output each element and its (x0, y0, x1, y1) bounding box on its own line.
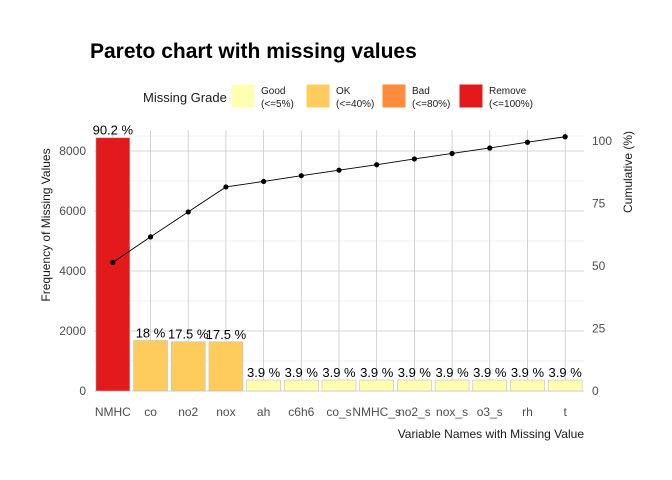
bar-t (547, 379, 583, 392)
x-tick-label-t: t (563, 405, 567, 419)
bar-label-no2: 17.5 % (168, 327, 209, 342)
bar-label-o3_s: 3.9 % (473, 365, 507, 380)
legend-swatch-bad (381, 83, 407, 109)
bar-label-co: 18 % (136, 326, 166, 341)
bar-labels: 90.2 %18 % 17.5 %17.5 %3.9 % 3.9 % 3.9 % 3.9… (93, 123, 583, 380)
x-tick-label-NMHC: NMHC (95, 405, 131, 419)
bar-label-t: 3.9 % (549, 365, 583, 380)
y-axis-right: 0 25 50 75 100 (592, 134, 612, 398)
x-tick-label-nox_s: nox_s (436, 405, 468, 419)
x-tick-label-nox: nox (216, 405, 235, 419)
x-tick-label-c6h6: c6h6 (288, 405, 314, 419)
y2-tick-label: 50 (592, 259, 606, 273)
x-tick-label-o3_s: o3_s (477, 405, 503, 419)
cumulative-point-nox (223, 184, 229, 190)
y-axis-left: 0 2000 4000 6000 8000 (59, 144, 86, 398)
legend-label-bad: Bad (412, 86, 430, 97)
x-tick-label-no2: no2 (178, 405, 198, 419)
legend: Missing Grade Good (<=5%) OK (<=40%) Bad (<=8… (143, 83, 533, 110)
y-tick-label: 2000 (59, 324, 86, 338)
cumulative-point-no2 (185, 209, 191, 215)
bar-co_s (321, 379, 357, 392)
legend-swatch-ok (305, 83, 331, 109)
y-tick-label: 6000 (59, 204, 86, 218)
x-tick-label-rh: rh (522, 405, 533, 419)
legend-range-bad: (<=80%) (412, 99, 450, 110)
cumulative-point-NMHC_s (374, 162, 380, 168)
bar-o3_s (472, 379, 508, 392)
bar-label-NMHC: 90.2 % (93, 123, 134, 138)
y-tick-label: 0 (79, 384, 86, 398)
legend-title: Missing Grade (143, 90, 227, 105)
bar-nox (208, 341, 244, 392)
bar-rh (510, 379, 545, 392)
bar-c6h6 (284, 379, 319, 392)
x-tick-label-no2_s: no2_s (398, 405, 431, 419)
bar-no2_s (397, 379, 432, 392)
y2-tick-label: 75 (592, 197, 606, 211)
bar-label-NMHC_s: 3.9 % (360, 365, 394, 380)
chart-title: Pareto chart with missing values (90, 40, 417, 63)
y2-tick-label: 0 (592, 384, 599, 398)
cumulative-point-co (147, 234, 154, 240)
legend-range-remove: (<=100%) (489, 99, 533, 110)
bar-label-rh: 3.9 % (511, 365, 545, 380)
cumulative-point-co_s (336, 167, 342, 173)
legend-label-remove: Remove (489, 86, 527, 97)
x-tick-label-NMHC_s: NMHC_s (352, 405, 401, 419)
y2-tick-label: 25 (592, 322, 606, 336)
cumulative-point-c6h6 (298, 173, 304, 179)
bar-label-nox_s: 3.9 % (435, 365, 469, 380)
legend-range-good: (<=5%) (261, 99, 294, 110)
legend-label-ok: OK (336, 86, 351, 97)
y-tick-label: 8000 (59, 144, 86, 158)
bar-co (133, 340, 168, 392)
cumulative-point-rh (524, 139, 531, 145)
y2-tick-label: 100 (592, 134, 612, 148)
cumulative-point-t (562, 134, 568, 140)
cumulative-line (110, 134, 568, 265)
bar-label-nox: 17.5 % (206, 327, 247, 342)
legend-range-ok: (<=40%) (336, 99, 374, 110)
cumulative-point-nox_s (449, 150, 455, 157)
bar-label-ah: 3.9 % (247, 365, 281, 380)
x-axis-title: Variable Names with Missing Value (398, 427, 585, 441)
y-tick-label: 4000 (59, 264, 86, 278)
x-tick-label-co_s: co_s (326, 405, 351, 419)
bar-label-co_s: 3.9 % (322, 365, 356, 380)
bar-no2 (170, 341, 206, 392)
cumulative-point-no2_s (411, 156, 417, 162)
legend-label-good: Good (261, 86, 285, 97)
y-axis-title: Frequency of Missing Values (39, 148, 53, 301)
cumulative-point-o3_s (487, 145, 493, 151)
cumulative-point-ah (261, 178, 267, 185)
bar-ah (246, 379, 281, 392)
bar-label-c6h6: 3.9 % (285, 365, 319, 380)
bar-nox_s (434, 379, 470, 392)
legend-swatch-remove (458, 83, 484, 109)
legend-swatch-good (230, 83, 256, 109)
bar-label-no2_s: 3.9 % (398, 365, 432, 380)
y2-axis-title: Cumulative (%) (621, 131, 635, 213)
x-tick-label-ah: ah (257, 405, 270, 419)
x-tick-label-co: co (144, 405, 157, 419)
bar-NMHC_s (359, 379, 394, 392)
cumulative-point-NMHC (110, 259, 116, 265)
